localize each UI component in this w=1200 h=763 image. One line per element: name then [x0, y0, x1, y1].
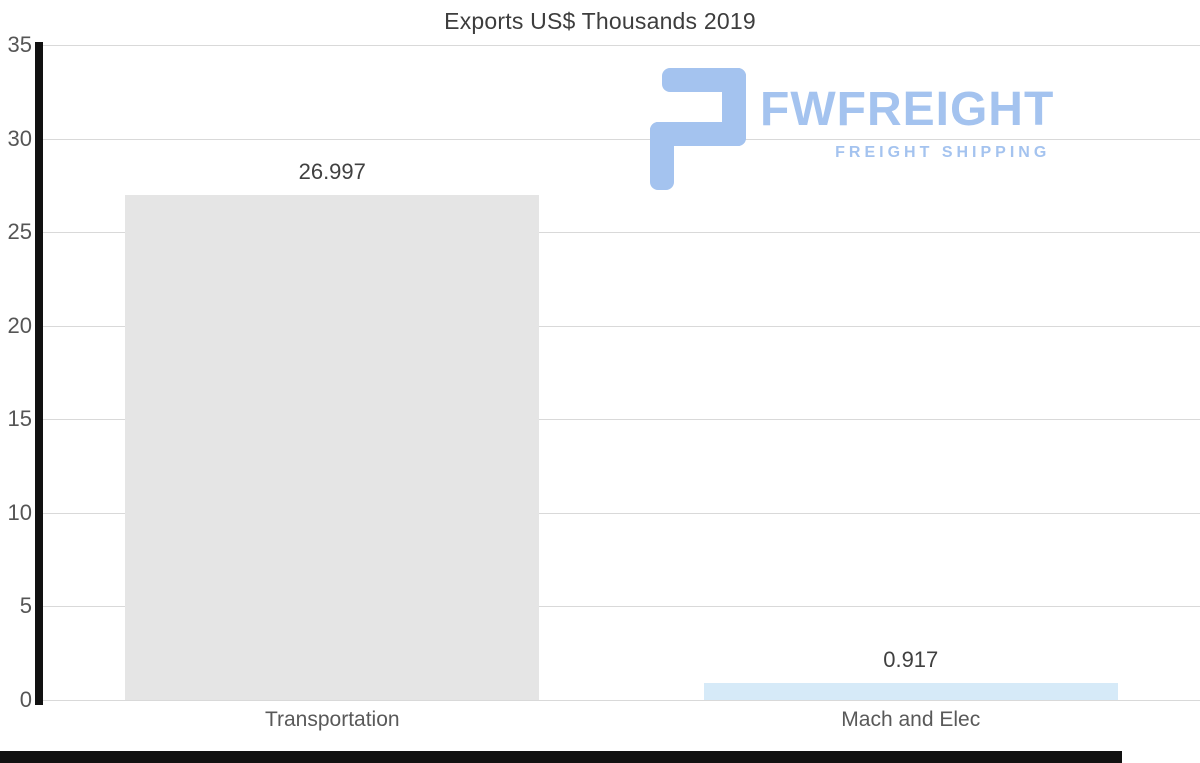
gridline-y-25 — [42, 232, 1200, 234]
y-tick-label-15: 15 — [7, 406, 32, 432]
gridline-y-5 — [42, 606, 1200, 608]
y-tick-label-0: 0 — [19, 687, 32, 712]
y-tick-label-30: 30 — [7, 125, 32, 151]
y-tick-label-5: 5 — [19, 593, 32, 619]
y-tick-label-35: 35 — [7, 32, 32, 57]
y-axis-line — [35, 42, 43, 705]
watermark-logo: FWFREIGHT FREIGHT SHIPPING — [650, 68, 1150, 193]
y-tick-label-10: 10 — [7, 499, 32, 525]
gridline-y-10 — [42, 512, 1200, 514]
gridline-y-20 — [42, 325, 1200, 327]
x-category-label-0: Transportation — [264, 708, 400, 731]
y-tick-label-25: 25 — [7, 219, 32, 245]
bottom-axis-bar — [0, 751, 1122, 763]
bar-value-label-1: 0.917 — [883, 646, 939, 672]
y-tick-label-20: 20 — [7, 312, 32, 338]
watermark-brand-text: FWFREIGHT — [760, 83, 1055, 136]
bar-mach-and-elec — [703, 682, 1118, 700]
watermark-text-block: FWFREIGHT FREIGHT SHIPPING — [760, 68, 1054, 162]
gridline-y-35 — [42, 45, 1200, 46]
chart-title: Exports US$ Thousands 2019 — [444, 8, 756, 34]
watermark-tagline-text: FREIGHT SHIPPING — [835, 144, 1051, 161]
x-category-label-1: Mach and Elec — [841, 708, 981, 731]
fwfreight-logo-icon — [650, 68, 746, 195]
gridline-y-30 — [42, 138, 1200, 140]
gridline-y-15 — [42, 419, 1200, 421]
bar-value-label-0: 26.997 — [298, 158, 366, 184]
bar-transportation — [125, 194, 540, 700]
gridline-y-0 — [42, 700, 1200, 701]
